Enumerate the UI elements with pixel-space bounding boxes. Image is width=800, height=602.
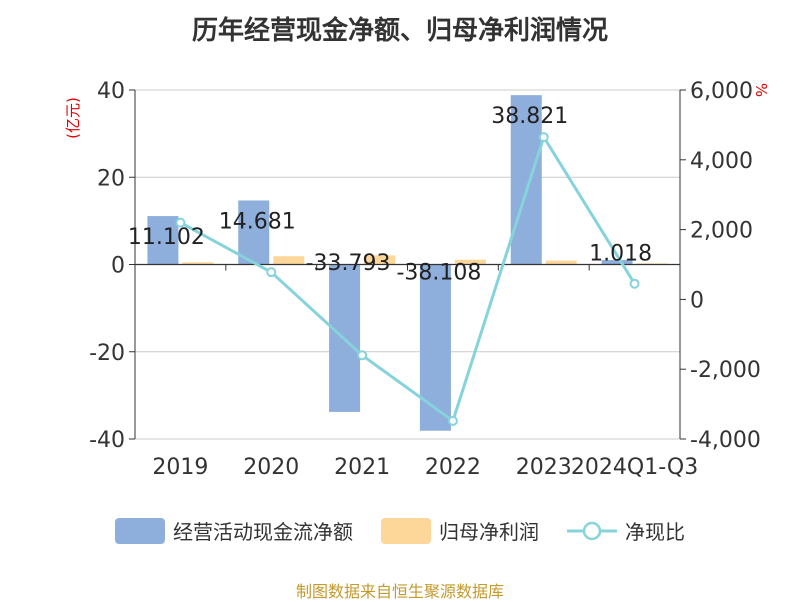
x-tick-label: 2023 [516, 455, 572, 480]
y-left-tick-label: -20 [89, 341, 125, 366]
data-label-ocf: 1.018 [589, 242, 652, 267]
legend-item-np[interactable]: 归母净利润 [381, 516, 539, 545]
data-label-ocf: 11.102 [128, 225, 205, 250]
x-tick-label: 2019 [152, 455, 208, 480]
y-right-unit-label: % [752, 83, 770, 97]
data-label-ocf: -33.793 [306, 251, 391, 276]
bar-net-profit [454, 259, 486, 265]
point-ratio [175, 217, 186, 228]
chart-title: 历年经营现金净额、归母净利润情况 [191, 16, 608, 46]
legend: 经营活动现金流净额 归母净利润 净现比 [0, 516, 800, 545]
y-left-tick-label: 0 [111, 254, 125, 279]
point-ratio [357, 350, 368, 361]
source-note: 制图数据来自恒生聚源数据库 [295, 582, 504, 601]
legend-label-np: 归母净利润 [439, 520, 539, 544]
point-ratio [538, 132, 549, 143]
y-right-tick-label: 0 [690, 288, 704, 313]
y-right-tick-label: -2,000 [690, 358, 761, 383]
data-label-ocf: 14.681 [219, 209, 296, 234]
bar-net-profit [182, 262, 214, 265]
point-ratio [447, 415, 458, 426]
x-tick-label: 2021 [334, 455, 390, 480]
x-tick-label: 2020 [243, 455, 299, 480]
y-right-tick-label: -4,000 [690, 428, 761, 453]
y-right-tick-label: 6,000 [690, 79, 753, 104]
x-tick-label: 2024Q1-Q3 [571, 455, 698, 480]
y-left-tick-label: 20 [97, 166, 125, 191]
bar-ocf [510, 95, 542, 265]
bar-ocf [419, 264, 451, 431]
y-left-unit-label: (亿元) [64, 97, 82, 139]
bar-ocf [238, 200, 270, 265]
bar-net-profit [364, 255, 396, 265]
x-tick-label: 2022 [425, 455, 481, 480]
bar-ocf [147, 216, 179, 265]
data-label-ocf: 38.821 [491, 104, 568, 129]
line-ratio [179, 133, 636, 424]
legend-item-ratio[interactable]: 净现比 [567, 516, 685, 545]
y-left-tick-label: 40 [97, 79, 125, 104]
y-right-tick-label: 2,000 [690, 219, 753, 244]
bar-net-profit [545, 260, 577, 265]
y-right-tick-label: 4,000 [690, 149, 753, 174]
legend-swatch-ocf [115, 517, 165, 544]
bar-net-profit [273, 256, 305, 265]
point-ratio [266, 267, 277, 278]
point-ratio [629, 278, 640, 289]
legend-label-ocf: 经营活动现金流净额 [173, 520, 353, 544]
legend-swatch-np [381, 517, 431, 544]
bar-ocf [601, 260, 633, 265]
y-left-tick-label: -40 [89, 428, 125, 453]
legend-item-ocf[interactable]: 经营活动现金流净额 [115, 516, 353, 545]
legend-label-ratio: 净现比 [625, 520, 685, 544]
chart-canvas: -40 -20 0 20 40 -4,000 -2,000 0 2,000 4,000 6,000 (… [64, 79, 770, 480]
legend-swatch-ratio [567, 521, 617, 540]
data-label-ocf: -38.108 [396, 261, 481, 286]
